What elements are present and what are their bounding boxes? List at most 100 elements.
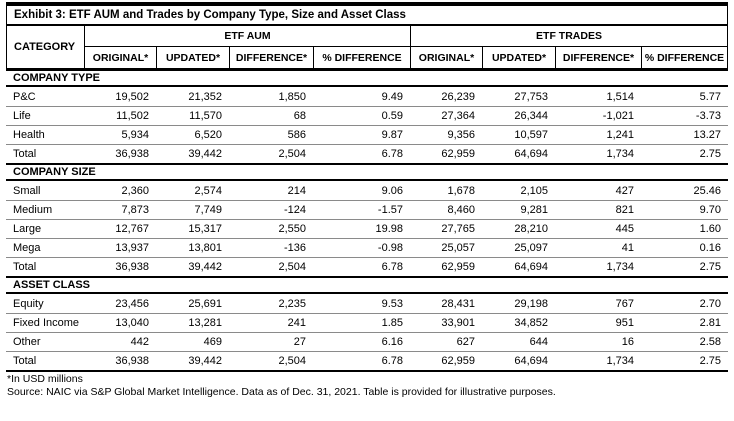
cell-value: 2,235 (278, 297, 306, 310)
cell-value: 27,765 (441, 223, 475, 235)
cell-value: 1,678 (447, 184, 475, 197)
cell-value: 25,057 (441, 242, 475, 254)
table-row: Small 2,360 2,574 214 9.06 1,678 2,105 427 25.46 (6, 181, 728, 200)
cell-value: 10,597 (514, 129, 548, 141)
column-header-aum-updated: UPDATED* (156, 47, 229, 68)
group-header-etf-trades: ETF TRADES (410, 26, 727, 47)
cell-value: 16 (621, 336, 634, 348)
cell-value: -3.73 (695, 110, 721, 122)
cell-value: 2.75 (699, 355, 721, 367)
row-label: Medium (13, 204, 53, 216)
row-label: Total (13, 355, 37, 367)
cell-value: 1.60 (699, 223, 721, 235)
cell-value: 2.75 (699, 261, 721, 273)
cell-value: 586 (287, 129, 306, 141)
cell-value: 19,502 (115, 90, 149, 103)
cell-value: 1,734 (606, 148, 634, 160)
cell-value: 36,938 (115, 261, 149, 273)
cell-value: 8,460 (447, 204, 475, 216)
cell-value: 23,456 (115, 297, 149, 310)
cell-value: 64,694 (514, 355, 548, 367)
row-label: Life (13, 110, 31, 122)
cell-value: 13.27 (693, 129, 721, 141)
row-label: Health (13, 129, 45, 141)
row-label: Small (13, 184, 41, 197)
table-row: Total 36,938 39,442 2,504 6.78 62,959 64,694 1,… (6, 257, 728, 276)
cell-value: 62,959 (441, 261, 475, 273)
cell-value: 34,852 (514, 317, 548, 329)
table-header: CATEGORY ETF AUM ETF TRADES ORIGINAL* UP… (6, 26, 728, 71)
cell-value: 9.53 (381, 297, 403, 310)
cell-value: 9,281 (520, 204, 548, 216)
cell-value: 62,959 (441, 148, 475, 160)
cell-value: 19.98 (375, 223, 403, 235)
section-header-company-size: COMPANY SIZE (6, 165, 728, 181)
table-row: Life 11,502 11,570 68 0.59 27,364 26,344 -1,021… (6, 106, 728, 125)
column-header-aum-pct-difference: % DIFFERENCE (313, 47, 410, 68)
section-company-size: COMPANY SIZE Small 2,360 2,574 214 9.06 1,678 2… (6, 165, 728, 278)
table-body: Exhibit 3: ETF AUM and Trades by Company… (6, 2, 728, 398)
footnote-units: *In USD millions (7, 373, 83, 385)
cell-value: 9,356 (447, 129, 475, 141)
cell-value: 33,901 (441, 317, 475, 329)
column-header-trades-pct-difference: % DIFFERENCE (641, 47, 727, 68)
row-label: Total (13, 261, 37, 273)
row-label: Fixed Income (13, 317, 80, 329)
row-label: Mega (13, 242, 41, 254)
cell-value: 5,934 (121, 129, 149, 141)
row-label: Large (13, 223, 42, 235)
cell-value: 26,344 (514, 110, 548, 122)
table-row: Medium 7,873 7,749 -124 -1.57 8,460 9,281 821 9.… (6, 200, 728, 219)
cell-value: 1,241 (606, 129, 634, 141)
cell-value: 2.75 (699, 148, 721, 160)
table-row: Health 5,934 6,520 586 9.87 9,356 10,597 1,241 1… (6, 125, 728, 144)
cell-value: 7,873 (121, 204, 149, 216)
cell-value: 9.87 (381, 129, 403, 141)
cell-value: 13,281 (188, 317, 222, 329)
cell-value: 2.70 (699, 297, 721, 310)
cell-value: 28,431 (441, 297, 475, 310)
cell-value: 39,442 (188, 148, 222, 160)
cell-value: 767 (615, 297, 634, 310)
cell-value: -1,021 (602, 110, 634, 122)
table-row: Fixed Income 13,040 13,281 241 1.85 33,901 34,… (6, 313, 728, 332)
cell-value: 469 (203, 336, 222, 348)
column-header-trades-difference: DIFFERENCE* (555, 47, 641, 68)
cell-value: 41 (621, 242, 634, 254)
cell-value: 1,734 (606, 355, 634, 367)
cell-value: 36,938 (115, 355, 149, 367)
cell-value: 6.16 (381, 336, 403, 348)
cell-value: 13,937 (115, 242, 149, 254)
cell-value: 6,520 (194, 129, 222, 141)
column-header-category: CATEGORY (14, 41, 76, 53)
cell-value: 2,504 (278, 148, 306, 160)
cell-value: 2.81 (699, 317, 721, 329)
cell-value: 39,442 (188, 261, 222, 273)
cell-value: 1,514 (606, 90, 634, 103)
cell-value: 9.06 (381, 184, 403, 197)
table-row: Other 442 469 27 6.16 627 644 16 2.58 (6, 332, 728, 351)
cell-value: 27 (293, 336, 306, 348)
cell-value: 2,550 (278, 223, 306, 235)
row-label: Total (13, 148, 37, 160)
cell-value: 0.16 (699, 242, 721, 254)
cell-value: 5.77 (699, 90, 721, 103)
cell-value: 427 (615, 184, 634, 197)
column-header-aum-difference: DIFFERENCE* (229, 47, 313, 68)
cell-value: 36,938 (115, 148, 149, 160)
column-header-aum-original: ORIGINAL* (84, 47, 156, 68)
table-row: Large 12,767 15,317 2,550 19.98 27,765 28,210 4… (6, 219, 728, 238)
cell-value: 26,239 (441, 90, 475, 103)
cell-value: 64,694 (514, 148, 548, 160)
cell-value: -136 (283, 242, 306, 254)
cell-value: 6.78 (381, 148, 403, 160)
cell-value: 13,801 (188, 242, 222, 254)
cell-value: 627 (456, 336, 475, 348)
cell-value: 29,198 (514, 297, 548, 310)
exhibit-title: Exhibit 3: ETF AUM and Trades by Company… (14, 9, 406, 21)
cell-value: 27,364 (441, 110, 475, 122)
cell-value: 1,734 (606, 261, 634, 273)
cell-value: 28,210 (514, 223, 548, 235)
cell-value: 7,749 (194, 204, 222, 216)
